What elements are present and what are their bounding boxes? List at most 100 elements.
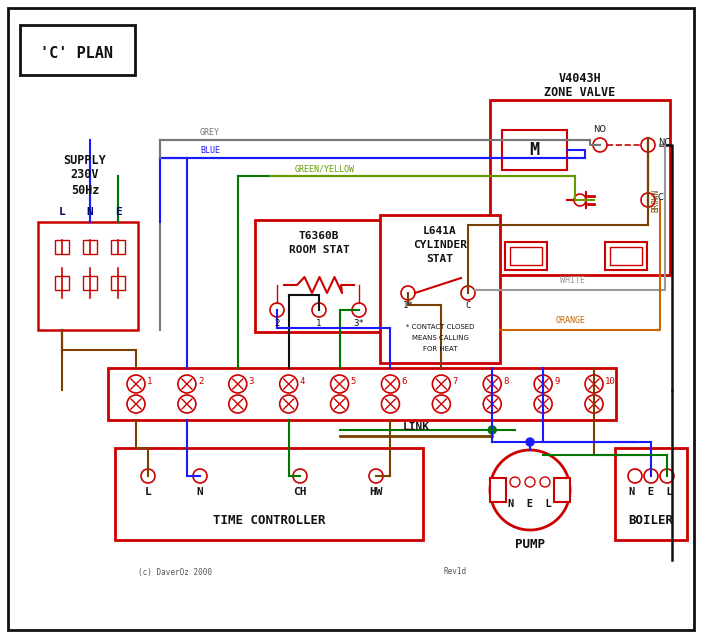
FancyBboxPatch shape — [55, 276, 69, 290]
Circle shape — [526, 438, 534, 446]
Text: TIME CONTROLLER: TIME CONTROLLER — [213, 513, 325, 526]
Text: 'C' PLAN: 'C' PLAN — [41, 46, 114, 60]
Circle shape — [593, 138, 607, 152]
Text: L: L — [145, 487, 152, 497]
Text: L: L — [59, 207, 65, 217]
Text: N: N — [197, 487, 204, 497]
Text: 2: 2 — [274, 319, 279, 328]
Text: GREY: GREY — [200, 128, 220, 137]
Text: CYLINDER: CYLINDER — [413, 240, 467, 250]
FancyBboxPatch shape — [255, 220, 383, 332]
Text: N  E  L: N E L — [629, 487, 673, 497]
Text: SUPPLY: SUPPLY — [64, 153, 107, 167]
Text: T6360B: T6360B — [299, 231, 339, 241]
Text: 230V: 230V — [71, 169, 99, 181]
Text: C: C — [465, 301, 470, 310]
Text: (c) DaverOz 2000: (c) DaverOz 2000 — [138, 567, 212, 576]
Text: 3*: 3* — [354, 319, 364, 328]
Text: 4: 4 — [300, 378, 305, 387]
Circle shape — [660, 469, 674, 483]
Text: ZONE VALVE: ZONE VALVE — [544, 85, 616, 99]
Circle shape — [585, 375, 603, 393]
Text: 3: 3 — [249, 378, 254, 387]
FancyBboxPatch shape — [111, 276, 125, 290]
Text: BLUE: BLUE — [200, 146, 220, 155]
FancyBboxPatch shape — [111, 240, 125, 254]
Circle shape — [279, 395, 298, 413]
FancyBboxPatch shape — [615, 448, 687, 540]
Circle shape — [352, 303, 366, 317]
Text: FOR HEAT: FOR HEAT — [423, 346, 457, 352]
Circle shape — [525, 477, 535, 487]
Text: NC: NC — [658, 138, 670, 147]
FancyBboxPatch shape — [83, 240, 97, 254]
Circle shape — [461, 286, 475, 300]
Circle shape — [628, 469, 642, 483]
Circle shape — [381, 375, 399, 393]
Text: ORANGE: ORANGE — [555, 316, 585, 325]
Circle shape — [510, 477, 520, 487]
FancyBboxPatch shape — [55, 240, 69, 254]
Text: 1: 1 — [147, 378, 152, 387]
Text: CH: CH — [293, 487, 307, 497]
Circle shape — [331, 375, 349, 393]
Circle shape — [432, 375, 451, 393]
Circle shape — [279, 375, 298, 393]
Text: N: N — [86, 207, 93, 217]
Circle shape — [534, 375, 552, 393]
Circle shape — [331, 395, 349, 413]
FancyBboxPatch shape — [38, 222, 138, 330]
Text: STAT: STAT — [427, 254, 453, 264]
Circle shape — [312, 303, 326, 317]
Circle shape — [369, 469, 383, 483]
Circle shape — [229, 375, 247, 393]
Circle shape — [229, 395, 247, 413]
Circle shape — [483, 375, 501, 393]
Text: WHITE: WHITE — [560, 276, 585, 285]
Text: 7: 7 — [452, 378, 458, 387]
Text: 5: 5 — [350, 378, 356, 387]
Text: Rev1d: Rev1d — [444, 567, 467, 576]
FancyBboxPatch shape — [510, 247, 542, 265]
Text: 50Hz: 50Hz — [71, 183, 99, 197]
FancyBboxPatch shape — [502, 130, 567, 170]
Text: LINK: LINK — [402, 422, 430, 432]
Text: ROOM STAT: ROOM STAT — [289, 245, 350, 255]
FancyBboxPatch shape — [8, 8, 694, 630]
FancyBboxPatch shape — [115, 448, 423, 540]
FancyBboxPatch shape — [610, 247, 642, 265]
Text: 1*: 1* — [403, 301, 413, 310]
Circle shape — [641, 193, 655, 207]
Text: M: M — [529, 141, 539, 159]
Text: 1: 1 — [317, 319, 322, 328]
FancyBboxPatch shape — [83, 276, 97, 290]
Text: V4043H: V4043H — [559, 72, 602, 85]
Circle shape — [585, 395, 603, 413]
FancyBboxPatch shape — [490, 478, 506, 502]
Text: GREEN/YELLOW: GREEN/YELLOW — [295, 164, 355, 173]
Text: 6: 6 — [402, 378, 407, 387]
Circle shape — [534, 395, 552, 413]
Circle shape — [574, 194, 586, 206]
Circle shape — [141, 469, 155, 483]
Text: MEANS CALLING: MEANS CALLING — [411, 335, 468, 341]
Circle shape — [401, 286, 415, 300]
Circle shape — [540, 477, 550, 487]
Circle shape — [293, 469, 307, 483]
Text: NO: NO — [593, 125, 607, 134]
Text: HW: HW — [369, 487, 383, 497]
Circle shape — [178, 395, 196, 413]
Circle shape — [178, 375, 196, 393]
Circle shape — [641, 138, 655, 152]
Text: 9: 9 — [554, 378, 559, 387]
Circle shape — [644, 469, 658, 483]
FancyBboxPatch shape — [605, 242, 647, 270]
Text: BOILER: BOILER — [628, 513, 673, 526]
Circle shape — [432, 395, 451, 413]
Circle shape — [490, 450, 570, 530]
FancyBboxPatch shape — [380, 215, 500, 363]
Text: 8: 8 — [503, 378, 508, 387]
Text: BROWN: BROWN — [651, 188, 660, 212]
Circle shape — [193, 469, 207, 483]
Circle shape — [488, 426, 496, 434]
